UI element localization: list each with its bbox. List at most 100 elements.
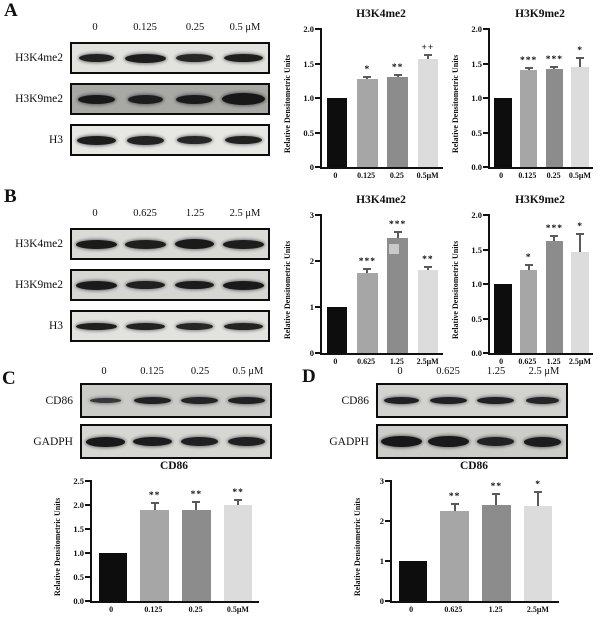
y-axis-tick (85, 528, 92, 530)
blot-lane (219, 44, 268, 72)
blot-band (85, 436, 126, 447)
y-tick-label: 1 (379, 556, 384, 567)
y-axis-tick (385, 600, 392, 602)
y-axis-tick (85, 552, 92, 554)
y-axis-label: Relative Densitometric Units (451, 240, 460, 339)
blot-lane (121, 126, 170, 154)
blot-band (222, 280, 265, 290)
bar-slot: ** (476, 481, 518, 601)
y-axis-tick (483, 28, 490, 30)
y-axis-tick (385, 480, 392, 482)
error-bar-cap (492, 493, 501, 496)
lane-labels: 0 0.125 0.25 0.5 μM (70, 22, 270, 33)
image-artifact (389, 243, 400, 254)
bar-0.5μM (571, 66, 589, 167)
error-bar (579, 234, 582, 252)
y-tick-label: 2.0 (73, 500, 84, 510)
significance-label: *** (358, 256, 376, 267)
blot-band (227, 397, 266, 404)
bar-2.5μM (571, 251, 589, 353)
x-axis-labels: 0 0.625 1.25 2.5μM (488, 355, 593, 370)
bar-chart-d-cd86: CD86 Relative Densitometric Units 0 1 2 3 **… (352, 460, 564, 618)
blot-box (70, 42, 270, 74)
panel-label-b: B (4, 186, 17, 207)
error-bar (553, 236, 556, 242)
blot-band (133, 437, 172, 446)
y-axis-tick (85, 480, 92, 482)
blot-box (376, 383, 568, 418)
y-tick-label: 3 (309, 210, 314, 220)
lane-label: 0 (101, 366, 107, 377)
blot-lane (170, 44, 219, 72)
error-bar (426, 54, 429, 59)
x-tick-label: 0.5μM (416, 171, 439, 180)
error-bar (537, 491, 540, 506)
blot-box (70, 83, 270, 115)
blot-lane (72, 271, 121, 299)
bar-slot: ** (434, 481, 476, 601)
blot-row: H3 (12, 124, 270, 156)
bar-0.5μM (417, 58, 439, 167)
bar-slot: * (567, 29, 593, 167)
bar-0 (398, 561, 428, 601)
significance-label: *** (545, 224, 563, 235)
significance-label: ** (422, 254, 434, 265)
blot-box (376, 424, 568, 459)
blot-lane (170, 85, 219, 113)
blot-box (80, 424, 272, 459)
significance-label: *** (545, 54, 563, 65)
error-bar (453, 504, 456, 511)
y-axis-tick (483, 352, 490, 354)
blot-band (222, 239, 265, 249)
bars-container: ***** (392, 480, 559, 601)
y-tick-label: 1.5 (471, 58, 482, 69)
bar-0 (326, 98, 348, 167)
lane-label: 0 (92, 208, 98, 219)
y-tick-label: 0.5 (73, 572, 84, 582)
x-tick-label: 0.5μM (226, 605, 249, 614)
error-bar-cap (234, 499, 243, 502)
blot-band (429, 397, 468, 404)
error-bar (366, 76, 369, 80)
bar-slot: *** (383, 215, 413, 353)
bar-0.625 (357, 272, 378, 353)
blot-lane (472, 426, 519, 457)
bar-slot: ** (413, 215, 443, 353)
x-tick-label: 0.25 (389, 171, 404, 180)
bar-slot: *** (352, 215, 382, 353)
bar-chart-c-cd86: CD86 Relative Densitometric Units 0.0 0.5… (52, 460, 264, 618)
blot-band (428, 436, 469, 447)
blot-band (75, 280, 118, 290)
blot-box (80, 383, 272, 418)
blot-row-label: GADPH (329, 435, 369, 448)
blot-lane (219, 312, 268, 340)
western-blot-panel-c: 0 0.125 0.25 0.5 μM CD86 GADPH (24, 366, 272, 459)
bars-container: ** ** ** (92, 481, 259, 601)
y-tick-label: 2.0 (303, 24, 314, 34)
lane-label: 1.25 (486, 366, 506, 377)
blot-lane (219, 126, 268, 154)
y-axis-tick (483, 97, 490, 99)
y-axis-tick (483, 283, 490, 285)
significance-label: ** (148, 490, 161, 501)
bar-slot (322, 215, 352, 353)
y-tick-label: 2.0 (471, 210, 482, 220)
error-bar (495, 494, 498, 505)
plot-area: 0 1 2 3 ** ** * (380, 476, 559, 606)
blot-band (126, 135, 165, 145)
blot-lane (121, 312, 170, 340)
significance-label: * (577, 45, 583, 56)
error-bar (553, 66, 556, 70)
y-tick-label: 1.0 (471, 93, 482, 103)
western-blot-panel-b: 0 0.625 1.25 2.5 μM H3K4me2 H3K9me2 H3 (12, 208, 270, 342)
lane-label: 2.5 μM (528, 366, 560, 377)
blot-band (125, 322, 166, 330)
y-tick-label: 0 (379, 596, 384, 606)
x-tick-label: 0.25 (188, 605, 203, 614)
blot-lane (176, 385, 223, 416)
bar-0.125 (357, 79, 378, 167)
lane-spacer (12, 208, 70, 219)
plot-area: 0.0 0.5 1.0 1.5 2.0 2.5 ** ** ** (73, 476, 259, 606)
blot-band (223, 54, 264, 62)
